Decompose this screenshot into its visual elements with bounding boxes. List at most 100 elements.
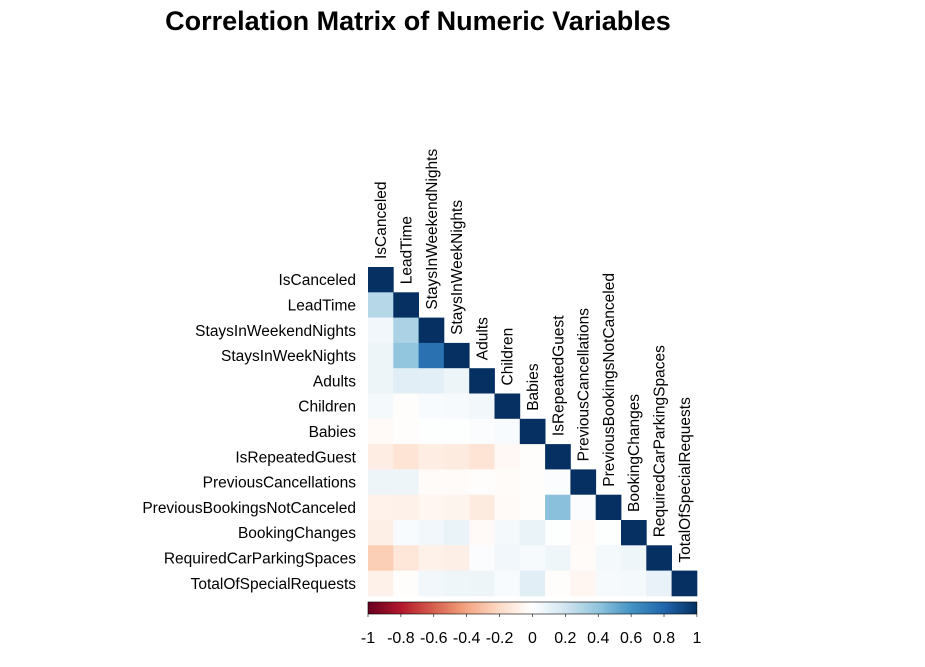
cell-booking-changes-adults [469,520,495,546]
column-label-previous-bookings-not-canceled: PreviousBookingsNotCanceled [601,273,618,487]
cell-is-repeated-guest-adults [469,444,495,470]
column-label-adults: Adults [474,317,491,360]
cell-total-of-special-requests-previous-bookings-not-canceled [595,570,622,597]
cell-previous-cancellations-adults [469,469,495,496]
cell-booking-changes-stays-in-weekend-nights [418,520,445,546]
cell-total-of-special-requests-children [494,570,521,597]
row-label-is-canceled: IsCanceled [278,272,356,289]
column-label-is-canceled: IsCanceled [373,181,390,259]
column-label-children: Children [500,328,517,386]
cell-total-of-special-requests-previous-cancellations [570,570,597,597]
row-label-is-repeated-guest: IsRepeatedGuest [235,449,356,466]
cell-required-car-parking-spaces-adults [469,545,495,571]
column-label-previous-cancellations: PreviousCancellations [576,308,593,462]
cell-babies-is-canceled [368,418,394,445]
cell-babies-stays-in-weekend-nights [418,418,445,445]
cell-adults-stays-in-week-nights [443,368,470,394]
cell-babies-adults [469,418,495,445]
cell-previous-bookings-not-canceled-stays-in-weekend-nights [418,494,445,521]
cell-required-car-parking-spaces-lead-time [393,545,419,571]
chart-title: Correlation Matrix of Numeric Variables [165,6,671,36]
cell-booking-changes-is-canceled [368,520,394,546]
cell-babies-babies [519,418,546,445]
cell-booking-changes-is-repeated-guest [545,520,571,546]
cell-babies-lead-time [393,418,419,445]
column-label-stays-in-weekend-nights: StaysInWeekendNights [424,149,441,310]
row-label-children: Children [298,399,356,416]
cell-total-of-special-requests-adults [469,570,495,597]
cell-previous-bookings-not-canceled-adults [469,494,495,521]
column-label-required-car-parking-spaces: RequiredCarParkingSpaces [651,345,668,537]
cell-previous-bookings-not-canceled-is-canceled [368,494,394,521]
cell-previous-cancellations-children [494,469,521,496]
cell-adults-is-canceled [368,368,394,394]
cell-required-car-parking-spaces-stays-in-week-nights [443,545,470,571]
row-label-total-of-special-requests: TotalOfSpecialRequests [191,576,357,593]
cell-booking-changes-babies [519,520,546,546]
cell-required-car-parking-spaces-previous-cancellations [570,545,597,571]
cell-is-repeated-guest-is-canceled [368,444,394,470]
row-label-babies: Babies [309,424,357,441]
cell-required-car-parking-spaces-previous-bookings-not-canceled [595,545,622,571]
row-label-previous-bookings-not-canceled: PreviousBookingsNotCanceled [142,500,356,517]
cell-previous-bookings-not-canceled-is-repeated-guest [545,494,571,521]
cell-total-of-special-requests-booking-changes [621,570,647,597]
row-label-booking-changes: BookingChanges [238,525,356,542]
cell-is-repeated-guest-babies [519,444,546,470]
colorbar-tick-label: -0.8 [387,630,415,647]
colorbar-tick-label: 0.2 [554,630,576,647]
column-label-booking-changes: BookingChanges [626,394,643,512]
cell-required-car-parking-spaces-children [494,545,521,571]
cell-adults-lead-time [393,368,419,394]
cell-total-of-special-requests-babies [519,570,546,597]
cell-previous-cancellations-is-canceled [368,469,394,496]
cell-is-repeated-guest-is-repeated-guest [545,444,571,470]
row-label-stays-in-week-nights: StaysInWeekNights [221,348,356,365]
cell-stays-in-week-nights-stays-in-weekend-nights [418,342,445,369]
cell-lead-time-lead-time [393,292,419,318]
row-label-adults: Adults [313,373,356,390]
cell-adults-adults [469,368,495,394]
cell-required-car-parking-spaces-stays-in-weekend-nights [418,545,445,571]
cell-total-of-special-requests-stays-in-weekend-nights [418,570,445,597]
row-label-required-car-parking-spaces: RequiredCarParkingSpaces [164,550,356,567]
cell-total-of-special-requests-is-repeated-guest [545,570,571,597]
cell-is-repeated-guest-stays-in-week-nights [443,444,470,470]
cell-is-repeated-guest-stays-in-weekend-nights [418,444,445,470]
cell-previous-cancellations-stays-in-week-nights [443,469,470,496]
cell-stays-in-week-nights-is-canceled [368,342,394,369]
column-label-babies: Babies [525,363,542,411]
cell-babies-stays-in-week-nights [443,418,470,445]
cell-stays-in-weekend-nights-is-canceled [368,317,394,344]
colorbar-tick-label: 0.8 [653,630,675,647]
colorbar-tick-label: -0.2 [486,630,514,647]
cell-stays-in-week-nights-stays-in-week-nights [443,342,470,369]
column-labels: IsCanceled LeadTime StaysInWeekendNights St… [373,149,694,563]
cell-previous-cancellations-babies [519,469,546,496]
cell-booking-changes-stays-in-week-nights [443,520,470,546]
colorbar-gradient [367,601,698,615]
cell-stays-in-week-nights-lead-time [393,342,419,369]
heatmap-cells [368,267,698,597]
cell-previous-bookings-not-canceled-children [494,494,521,521]
cell-children-adults [469,393,495,420]
colorbar-tick-label: 0 [528,630,537,647]
cell-total-of-special-requests-stays-in-week-nights [443,570,470,597]
column-label-total-of-special-requests: TotalOfSpecialRequests [677,397,694,563]
row-label-stays-in-weekend-nights: StaysInWeekendNights [195,323,356,340]
cell-is-repeated-guest-children [494,444,521,470]
cell-booking-changes-previous-cancellations [570,520,597,546]
colorbar-tick-label: -1 [361,630,375,647]
colorbar-tick-label: -0.4 [453,630,481,647]
cell-is-repeated-guest-lead-time [393,444,419,470]
cell-previous-bookings-not-canceled-previous-cancellations [570,494,597,521]
cell-previous-cancellations-previous-cancellations [570,469,597,496]
cell-children-stays-in-weekend-nights [418,393,445,420]
cell-booking-changes-booking-changes [621,520,647,546]
cell-required-car-parking-spaces-is-canceled [368,545,394,571]
cell-stays-in-weekend-nights-lead-time [393,317,419,344]
cell-stays-in-weekend-nights-stays-in-weekend-nights [418,317,445,344]
cell-required-car-parking-spaces-is-repeated-guest [545,545,571,571]
cell-total-of-special-requests-is-canceled [368,570,394,597]
